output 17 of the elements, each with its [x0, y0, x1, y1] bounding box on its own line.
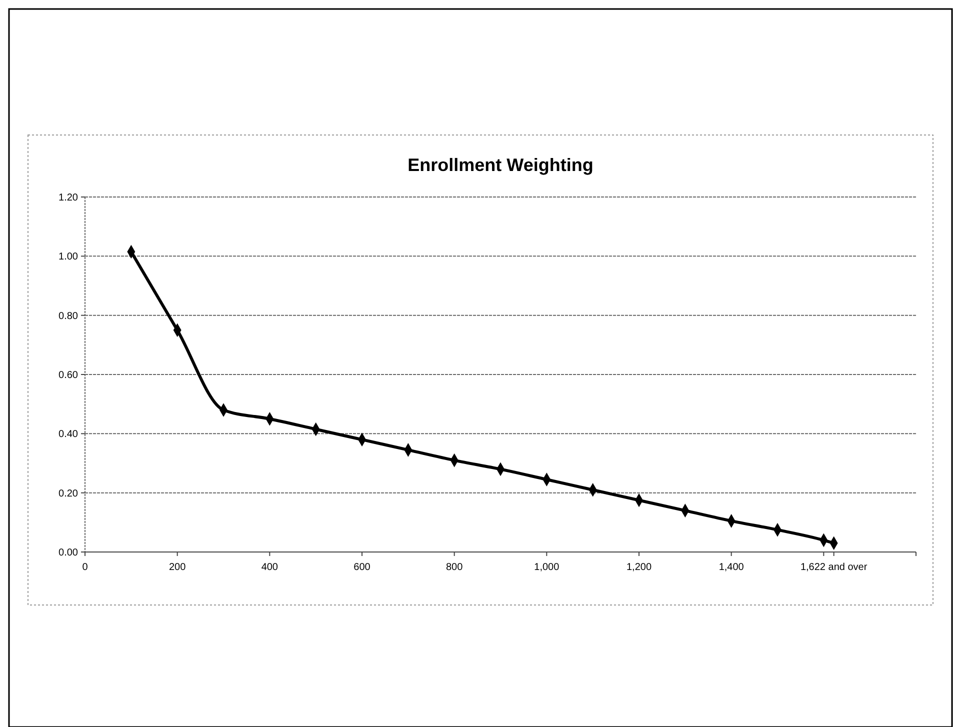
x-tick-label: 1,000 — [534, 562, 560, 573]
y-tick-label: 0.80 — [58, 310, 78, 322]
y-tick-label: 0.20 — [58, 488, 78, 500]
x-tick-label: 800 — [446, 562, 464, 573]
x-tick-label: 0 — [82, 562, 88, 573]
y-tick-label: 1.00 — [58, 252, 78, 263]
x-tick-label: 1,400 — [718, 562, 744, 573]
x-tick-label: 200 — [168, 562, 186, 573]
y-tick-label: 0.00 — [58, 548, 78, 558]
y-tick-label: 0.60 — [58, 370, 78, 381]
y-tick-label: 1.20 — [58, 192, 78, 204]
y-tick-label: 0.40 — [58, 429, 78, 440]
x-tick-label: 400 — [261, 562, 278, 573]
x-tick-label: 1,622 and over — [800, 562, 868, 573]
x-tick-label: 600 — [354, 562, 371, 573]
chart-title: Enrollment Weighting — [408, 155, 594, 175]
x-tick-label: 1,200 — [626, 562, 652, 573]
